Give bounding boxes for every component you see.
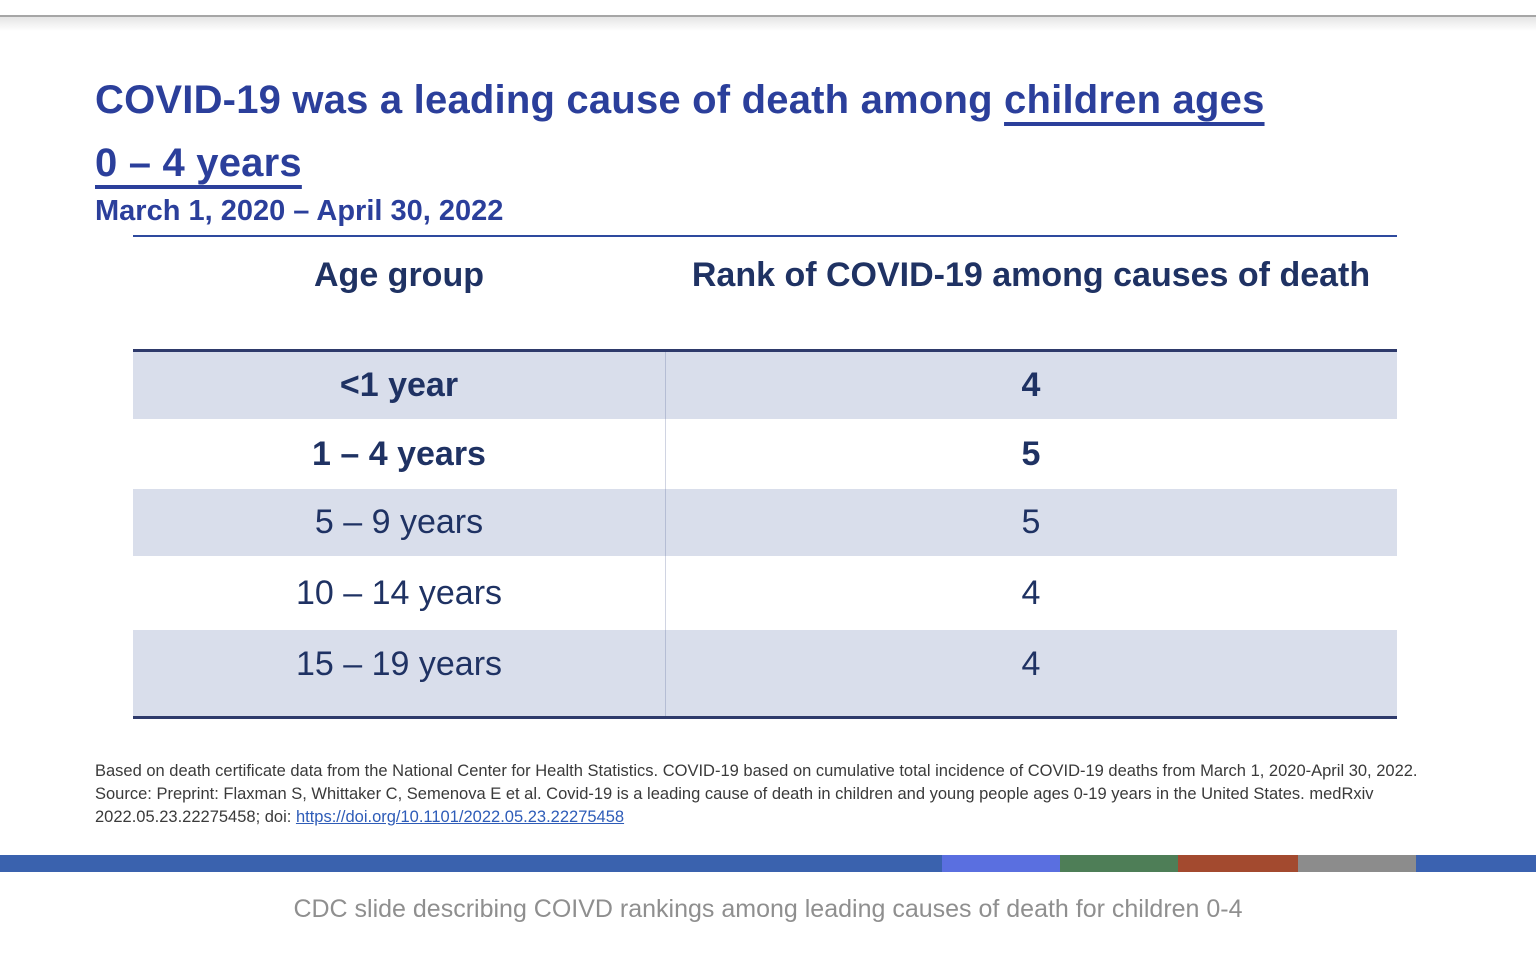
table-row: 15 – 19 years 4 [133,630,1397,716]
column-divider-line [665,352,666,716]
slide-title: COVID-19 was a leading cause of death am… [95,69,1465,195]
rank-cell: 4 [1021,366,1041,404]
accent-bar-segment-brick [1178,855,1298,872]
footnote-source-note: Source: Preprint: Flaxman S, Whittaker C… [95,783,1447,829]
age-group-cell: 10 – 14 years [295,573,503,612]
accent-bar-segment-periwinkle [942,855,1060,872]
slide-title-text: COVID-19 was a leading cause of death am… [95,78,1005,122]
table-row: 5 – 9 years 5 [133,489,1397,556]
slide-title-underlined-part2: 0 – 4 years [95,141,302,185]
age-group-cell: <1 year [339,366,459,404]
rank-table: Age group Rank of COVID-19 among causes … [133,235,1397,719]
image-caption: CDC slide describing COIVD rankings amon… [0,890,1536,929]
column-header-rank: Rank of COVID-19 among causes of death [691,256,1371,294]
rank-cell: 4 [1021,644,1041,683]
age-group-cell: 15 – 19 years [295,644,503,683]
date-range-subtitle: March 1, 2020 – April 30, 2022 [95,195,504,227]
table-bottom-rule [133,716,1397,719]
footnotes: Based on death certificate data from the… [95,760,1447,829]
accent-color-bar [0,855,1536,872]
accent-bar-segment-blue-right [1416,855,1536,872]
slide-title-underlined-part1: children ages [1004,78,1265,122]
column-header-age-group: Age group [314,256,484,294]
accent-bar-segment-gray [1298,855,1416,872]
accent-bar-segment-blue [0,855,942,872]
accent-bar-segment-green [1060,855,1178,872]
rank-cell: 5 [1021,503,1041,541]
rank-cell: 4 [1021,573,1041,612]
footnote-source-text: Source: Preprint: Flaxman S, Whittaker C… [95,785,1374,826]
age-group-cell: 1 – 4 years [312,434,486,473]
top-divider-line [0,15,1536,17]
table-row: 10 – 14 years 4 [133,556,1397,630]
doi-link[interactable]: https://doi.org/10.1101/2022.05.23.22275… [295,808,625,826]
footnote-data-note: Based on death certificate data from the… [95,762,1418,780]
table-row: <1 year 4 [133,352,1397,419]
rank-cell: 5 [1021,434,1041,473]
table-body: <1 year 4 1 – 4 years 5 5 – 9 years 5 10… [133,352,1397,716]
table-row: 1 – 4 years 5 [133,419,1397,489]
image-caption-text: CDC slide describing COIVD rankings amon… [293,895,1243,923]
table-header-row: Age group Rank of COVID-19 among causes … [133,237,1397,352]
age-group-cell: 5 – 9 years [314,503,484,541]
top-divider-shadow [0,17,1536,31]
